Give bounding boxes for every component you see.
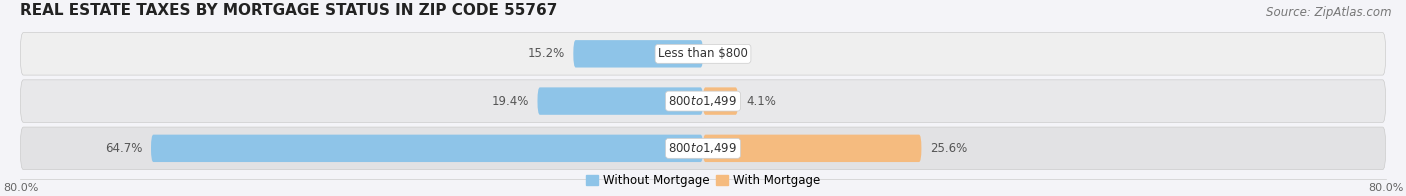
Text: 0.0%: 0.0%	[711, 47, 741, 60]
Text: 15.2%: 15.2%	[527, 47, 565, 60]
FancyBboxPatch shape	[150, 135, 703, 162]
Text: $800 to $1,499: $800 to $1,499	[668, 141, 738, 155]
Text: 25.6%: 25.6%	[929, 142, 967, 155]
Text: 19.4%: 19.4%	[492, 95, 529, 108]
FancyBboxPatch shape	[21, 127, 1385, 170]
Text: REAL ESTATE TAXES BY MORTGAGE STATUS IN ZIP CODE 55767: REAL ESTATE TAXES BY MORTGAGE STATUS IN …	[21, 3, 558, 18]
FancyBboxPatch shape	[703, 135, 921, 162]
Text: $800 to $1,499: $800 to $1,499	[668, 94, 738, 108]
FancyBboxPatch shape	[574, 40, 703, 68]
Text: Source: ZipAtlas.com: Source: ZipAtlas.com	[1267, 6, 1392, 19]
FancyBboxPatch shape	[703, 87, 738, 115]
Legend: Without Mortgage, With Mortgage: Without Mortgage, With Mortgage	[581, 169, 825, 192]
Text: 64.7%: 64.7%	[105, 142, 142, 155]
FancyBboxPatch shape	[21, 33, 1385, 75]
Text: 4.1%: 4.1%	[747, 95, 776, 108]
FancyBboxPatch shape	[21, 80, 1385, 122]
Text: Less than $800: Less than $800	[658, 47, 748, 60]
FancyBboxPatch shape	[537, 87, 703, 115]
